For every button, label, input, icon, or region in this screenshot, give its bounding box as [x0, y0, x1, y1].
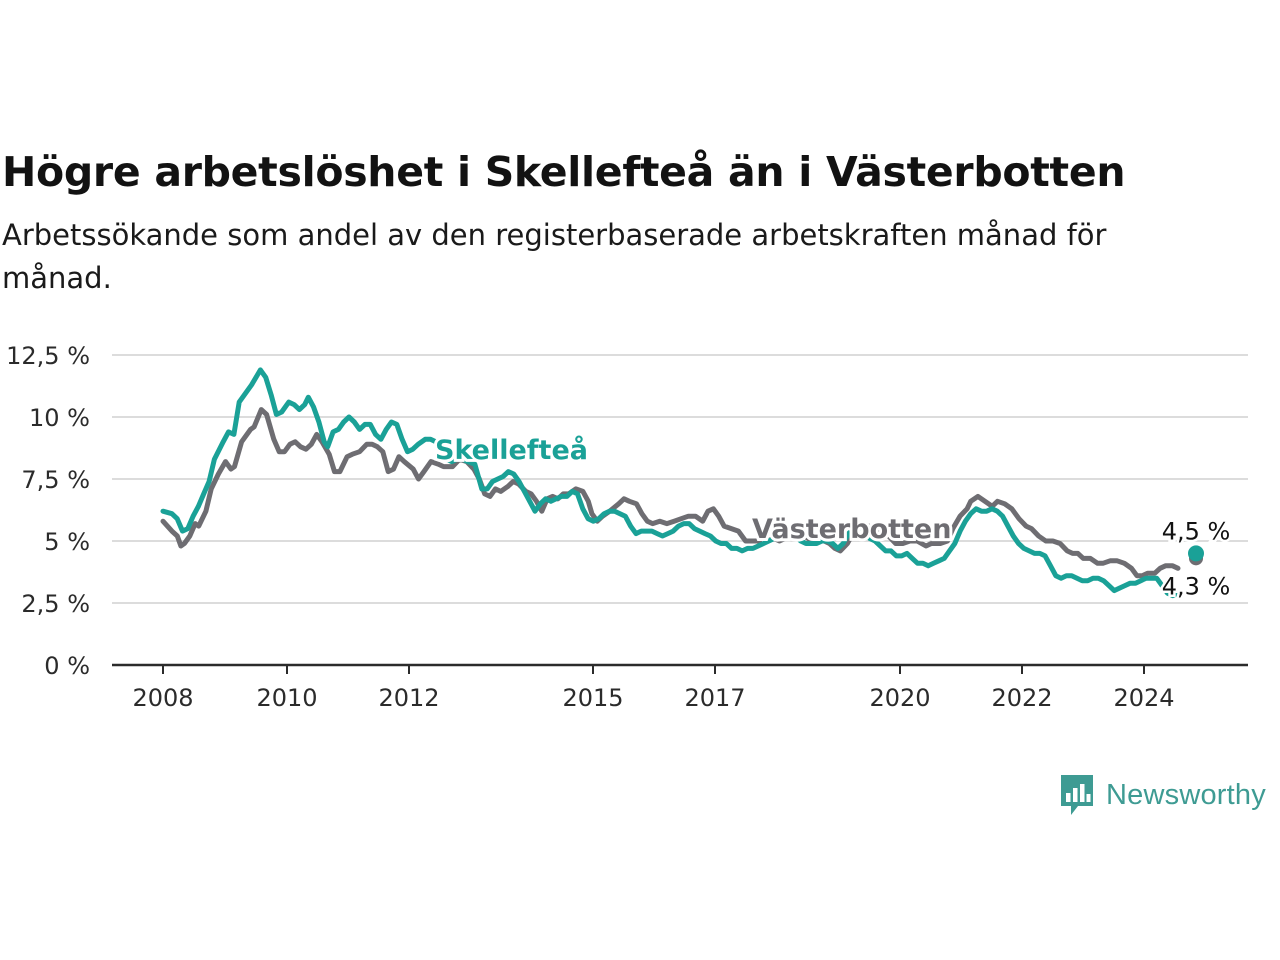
x-tick-label: 2015: [562, 684, 623, 710]
vasterbotten-series-label: Västerbotten: [752, 514, 951, 545]
chart-subtitle: Arbetssökande som andel av den registerb…: [2, 218, 1107, 295]
brand-name: Newsworthy: [1106, 778, 1266, 811]
x-tick-label: 2010: [256, 684, 317, 710]
line-chart: 0 %2,5 %5 %7,5 %10 %12,5 % 2008 2010 2012 2…: [6, 342, 1248, 710]
series-lines: [160, 367, 1204, 599]
newsworthy-logo-icon: [1061, 775, 1093, 815]
x-tick-label: 2017: [684, 684, 745, 710]
x-tick-label: 2022: [991, 684, 1052, 710]
skelleftea-end-value-label: 4,5 %: [1162, 517, 1231, 545]
x-tick-label: 2008: [132, 684, 193, 710]
y-tick-label: 2,5 %: [21, 590, 90, 618]
series-line-vasterbotten: [160, 407, 1181, 579]
skelleftea-end-point: [1188, 545, 1204, 562]
gridlines: [112, 354, 1248, 667]
x-tick-label: 2020: [869, 684, 930, 710]
y-tick-label: 7,5 %: [21, 466, 90, 494]
chart-title: Högre arbetslöshet i Skellefteå än i Väs…: [2, 148, 1126, 196]
vasterbotten-end-value-label: 4,3 %: [1162, 572, 1231, 600]
x-axis-ticks: 2008 2010 2012 2015 2017 2020 2022 2024: [132, 665, 1175, 710]
skelleftea-series-label: Skellefteå: [435, 434, 588, 466]
y-tick-label: 10 %: [29, 404, 90, 432]
x-tick-label: 2012: [378, 684, 439, 710]
newsworthy-brand: Newsworthy: [1058, 772, 1266, 818]
series-labels: 4,5 % 4,3 % Skellefteå Västerbotten: [432, 431, 1233, 603]
x-tick-label: 2024: [1113, 684, 1174, 710]
y-axis-ticks: 0 % 2,5 % 5 % 7,5 % 10 % 12,5 %: [6, 342, 90, 680]
series-line-skelleftea: [160, 367, 1181, 599]
y-tick-label: 0 %: [44, 652, 90, 680]
y-tick-label: 5 %: [44, 528, 90, 556]
y-tick-label: 12,5 %: [6, 342, 90, 370]
